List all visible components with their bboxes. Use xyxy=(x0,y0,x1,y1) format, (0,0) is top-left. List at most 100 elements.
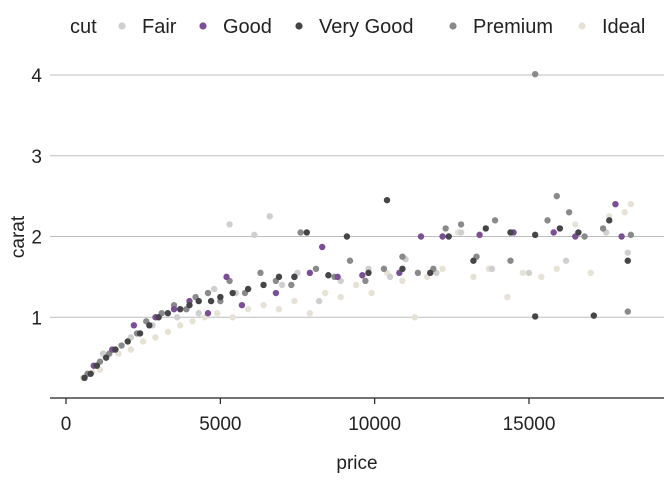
data-point-fair xyxy=(386,273,394,281)
data-point-good xyxy=(334,273,341,281)
data-point-very-good xyxy=(124,338,131,345)
data-point-ideal xyxy=(470,273,477,281)
data-point-premium xyxy=(257,269,264,277)
data-point-very-good xyxy=(291,273,298,281)
data-point-very-good xyxy=(112,346,119,353)
data-point-good xyxy=(359,272,366,279)
data-point-premium xyxy=(627,231,635,239)
legend-label: Very Good xyxy=(319,16,414,38)
data-point-ideal xyxy=(411,314,418,321)
data-point-ideal xyxy=(127,346,135,353)
data-point-very-good xyxy=(343,233,351,240)
legend-item-very-good: Very Good xyxy=(295,16,414,38)
data-point-ideal xyxy=(368,289,375,297)
legend: cut Fair Good Very Good Premium Ideal xyxy=(70,16,645,38)
data-point-premium xyxy=(118,342,125,349)
data-point-premium xyxy=(288,281,295,289)
data-point-very-good xyxy=(606,217,613,224)
data-point-premium xyxy=(565,209,573,216)
data-point-ideal xyxy=(587,269,594,277)
data-point-very-good xyxy=(102,354,110,361)
legend-swatch xyxy=(578,22,586,30)
data-point-very-good xyxy=(260,281,267,289)
data-point-very-good xyxy=(195,297,202,305)
data-point-very-good xyxy=(146,322,153,329)
data-point-premium xyxy=(442,225,449,232)
data-point-ideal xyxy=(244,305,252,313)
data-point-premium xyxy=(531,70,539,78)
data-point-ideal xyxy=(627,201,635,208)
data-point-ideal xyxy=(399,277,406,285)
data-point-good xyxy=(170,305,178,313)
data-point-very-good xyxy=(164,310,172,317)
data-point-ideal xyxy=(621,209,628,216)
data-point-fair xyxy=(457,229,465,236)
data-point-good xyxy=(439,233,446,240)
data-point-premium xyxy=(553,192,560,200)
data-point-very-good xyxy=(136,330,144,337)
y-axis-title: carat xyxy=(8,215,29,258)
data-point-ideal xyxy=(139,338,147,345)
y-tick-label: 2 xyxy=(31,228,42,249)
gridlines xyxy=(50,74,664,318)
legend-item-good: Good xyxy=(199,16,272,38)
data-point-premium xyxy=(581,233,588,240)
data-point-premium xyxy=(599,225,607,232)
data-point-very-good xyxy=(383,196,391,204)
data-point-premium xyxy=(346,257,354,264)
data-point-fair xyxy=(624,249,631,256)
legend-item-fair: Fair xyxy=(118,16,177,38)
data-point-ideal xyxy=(504,293,511,301)
data-point-good xyxy=(318,243,326,251)
legend-swatch xyxy=(199,22,207,30)
data-point-good xyxy=(417,233,425,240)
data-point-fair xyxy=(266,213,273,220)
data-point-very-good xyxy=(427,269,434,277)
legend-label: Premium xyxy=(473,16,553,38)
data-point-good xyxy=(130,322,138,329)
legend-label: Fair xyxy=(142,16,177,38)
data-point-very-good xyxy=(81,374,88,382)
data-point-very-good xyxy=(217,293,224,301)
data-point-good xyxy=(204,310,212,317)
data-point-good xyxy=(612,201,619,208)
data-point-very-good xyxy=(399,265,406,272)
data-point-very-good xyxy=(365,269,372,277)
y-axis-ticks: 1 2 3 4 xyxy=(31,66,42,329)
legend-swatch xyxy=(118,22,126,30)
legend-item-ideal: Ideal xyxy=(578,16,645,38)
data-point-fair xyxy=(195,310,202,317)
data-point-very-good xyxy=(575,229,582,236)
data-point-very-good xyxy=(531,231,539,239)
data-point-ideal xyxy=(291,297,298,305)
data-point-fair xyxy=(226,221,233,228)
x-tick-label: 15000 xyxy=(503,414,556,435)
x-axis-title: price xyxy=(336,453,377,474)
data-point-very-good xyxy=(624,257,631,264)
data-point-good xyxy=(223,273,230,281)
data-point-premium xyxy=(312,265,320,272)
y-tick-label: 1 xyxy=(31,308,42,329)
x-tick-label: 0 xyxy=(61,414,72,435)
data-point-premium xyxy=(491,217,499,224)
data-point-ideal xyxy=(572,221,579,228)
data-point-very-good xyxy=(186,301,193,309)
data-point-good xyxy=(306,269,314,277)
data-point-very-good xyxy=(303,229,310,236)
data-point-very-good xyxy=(229,289,236,297)
data-point-very-good xyxy=(207,297,215,305)
data-point-ideal xyxy=(439,265,446,272)
data-points xyxy=(79,70,635,382)
data-point-very-good xyxy=(470,257,477,264)
legend-swatch xyxy=(449,22,457,30)
data-point-fair xyxy=(251,231,258,239)
data-point-very-good xyxy=(87,370,94,377)
data-point-ideal xyxy=(260,301,267,309)
data-point-ideal xyxy=(177,322,184,329)
data-point-good xyxy=(550,229,557,236)
data-point-fair xyxy=(315,297,323,305)
data-point-good xyxy=(476,231,483,239)
data-point-ideal xyxy=(352,281,360,289)
data-point-very-good xyxy=(93,362,101,369)
data-point-very-good xyxy=(177,305,184,313)
